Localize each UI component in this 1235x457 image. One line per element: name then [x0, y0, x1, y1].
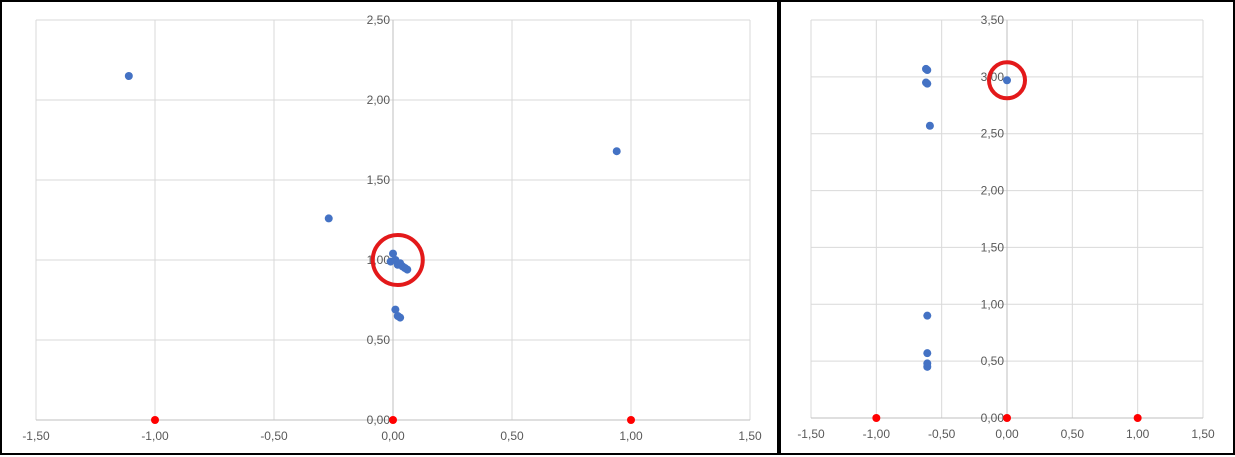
- y-tick-label: 3,50: [981, 13, 1005, 27]
- highlight-circle-annotation: [987, 60, 1027, 101]
- x-tick-label: 0,00: [381, 429, 405, 443]
- y-tick-label: 2,50: [981, 127, 1005, 141]
- data-point: [391, 305, 400, 314]
- data-point: [1003, 76, 1011, 85]
- data-point: [396, 313, 405, 322]
- highlight-circle-annotation: [370, 233, 425, 287]
- series-1: [872, 414, 1142, 422]
- y-tick-label: 0,50: [981, 354, 1005, 368]
- y-tick-label: 3,00: [981, 70, 1005, 84]
- data-point: [923, 79, 932, 88]
- data-point: [923, 66, 932, 75]
- data-point: [925, 121, 934, 130]
- data-point: [389, 249, 397, 258]
- x-tick-label: -1,00: [863, 427, 891, 441]
- x-tick-label: 1,50: [1191, 427, 1215, 441]
- y-tick-label: 0,00: [367, 413, 391, 427]
- y-tick-label: 0,50: [367, 333, 391, 347]
- x-tick-label: 0,00: [995, 427, 1019, 441]
- right-scatter-chart: -1,50 -1,00 -0,50 0,00 0,50 1,00 1,50 0,00 0,50 1…: [797, 13, 1215, 441]
- y-tick-label: 1,00: [981, 297, 1005, 311]
- y-tick-label: 2,00: [981, 184, 1005, 198]
- x-tick-label: 1,50: [738, 429, 762, 443]
- x-tick-label: 1,00: [619, 429, 643, 443]
- data-point: [151, 416, 159, 424]
- x-tick-label: -1,00: [141, 429, 169, 443]
- data-point: [923, 362, 932, 371]
- y-tick-label: 1,00: [367, 253, 391, 267]
- data-point: [923, 349, 932, 358]
- y-tick-label: 2,00: [367, 93, 391, 107]
- left-chart-panel: -1,50 -1,00 -0,50 0,00 0,50 1,00 1,50 0,00 0,50 1…: [0, 0, 779, 455]
- left-scatter-chart: -1,50 -1,00 -0,50 0,00 0,50 1,00 1,50 0,00 0,50 1…: [22, 13, 762, 443]
- data-point: [612, 147, 621, 156]
- data-point: [872, 414, 881, 422]
- right-chart-panel: -1,50 -1,00 -0,50 0,00 0,50 1,00 1,50 0,00 0,50 1…: [779, 0, 1235, 455]
- x-tick-label: 1,00: [1126, 427, 1150, 441]
- x-tick-label: -0,50: [260, 429, 288, 443]
- data-point: [627, 416, 635, 424]
- x-tick-label: 0,50: [1061, 427, 1085, 441]
- data-point: [1133, 414, 1142, 422]
- y-tick-label: 1,50: [981, 240, 1005, 254]
- data-point: [1003, 414, 1011, 422]
- x-tick-label: -1,50: [797, 427, 825, 441]
- x-tick-label: -0,50: [928, 427, 956, 441]
- data-point: [124, 72, 133, 80]
- data-point: [923, 311, 932, 320]
- x-tick-label: -1,50: [22, 429, 50, 443]
- data-point: [389, 416, 397, 424]
- y-tick-label: 2,50: [367, 13, 391, 27]
- y-tick-label: 1,50: [367, 173, 391, 187]
- x-tick-label: 0,50: [500, 429, 524, 443]
- data-point: [403, 265, 412, 274]
- series-0: [124, 72, 621, 322]
- series-0: [921, 64, 1011, 371]
- data-point: [324, 214, 333, 223]
- series-1: [151, 416, 635, 424]
- y-tick-label: 0,00: [981, 411, 1005, 425]
